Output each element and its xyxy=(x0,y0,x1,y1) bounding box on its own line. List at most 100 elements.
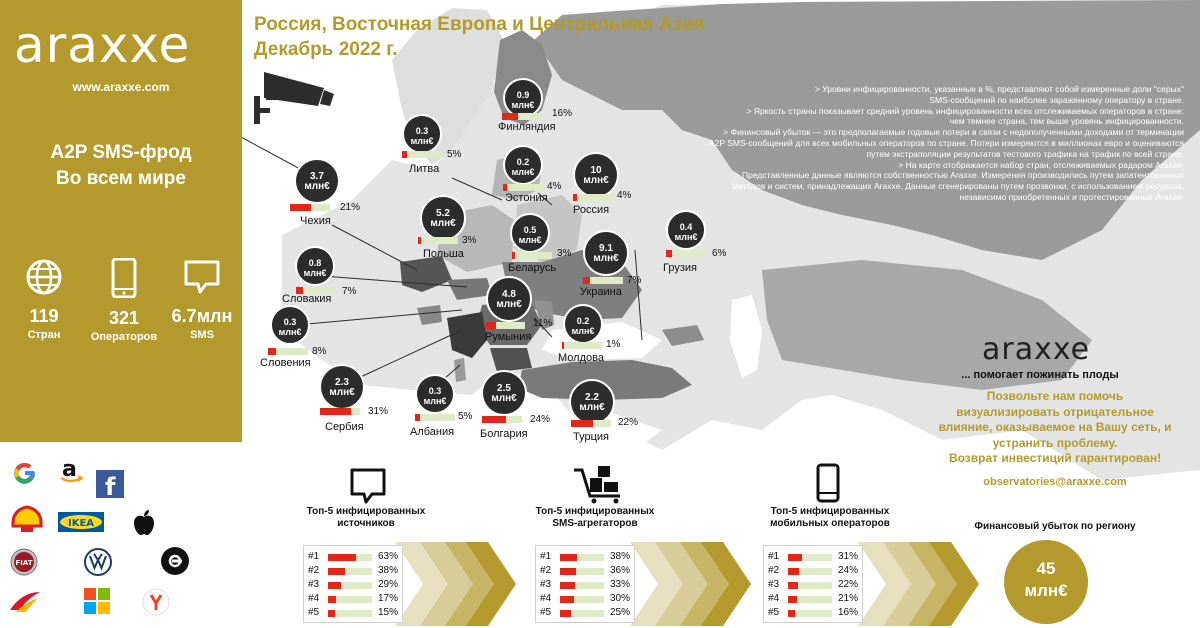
country-label-finland: Финляндия xyxy=(498,121,556,133)
uber-logo xyxy=(160,546,190,576)
araxxe-logo: araxxe xyxy=(14,16,191,74)
map-title-line2: Декабрь 2022 г. xyxy=(254,39,398,60)
note-line: SMS-сообщений по наиболее зараженному оп… xyxy=(929,94,1184,105)
promo-line: визуализировать отрицательное xyxy=(956,404,1154,419)
sidebar-title-line2: Во всем мире xyxy=(56,168,186,189)
promo-tagline: ... помогает пожинать плоды xyxy=(961,369,1119,381)
infection-bar-serbia xyxy=(320,408,360,415)
infection-pct-bulgaria: 24% xyxy=(530,414,551,425)
country-label-poland: Польша xyxy=(423,248,464,260)
sms-bubble-icon xyxy=(184,260,220,294)
loss-bubble-slovakia: 0.8 млн€ xyxy=(295,246,335,286)
surveillance-camera-icon xyxy=(254,72,334,124)
stat-sms-label: SMS xyxy=(190,329,214,341)
chevron-arrows-operators xyxy=(858,542,979,626)
infection-pct-estonia: 4% xyxy=(547,181,562,192)
loss-bubble-ukraine: 9.1 млн€ xyxy=(583,230,629,276)
map-title: Россия, Восточная Европа и Центральная А… xyxy=(254,12,705,62)
stat-sms: 6.7млн SMS xyxy=(162,258,242,341)
infection-bar-moldova xyxy=(562,342,602,349)
promo-araxxe-logo: araxxe xyxy=(982,332,1091,367)
region-map xyxy=(242,0,1200,480)
country-label-serbia: Сербия xyxy=(325,421,364,433)
loss-bubble-albania: 0.3 млн€ xyxy=(415,374,455,414)
svg-text:f: f xyxy=(105,473,116,498)
country-label-romania: Румыния xyxy=(485,331,532,343)
promo-line: устранить проблему. xyxy=(992,435,1118,450)
country-label-slovenia: Словения xyxy=(260,357,311,369)
sidebar: araxxe www.araxxe.com A2P SMS-фрод Во вс… xyxy=(0,0,242,628)
infection-pct-czechia: 21% xyxy=(340,202,361,213)
note-line: независимо приобретенных и протестирован… xyxy=(959,191,1184,202)
infection-pct-albania: 5% xyxy=(458,411,473,422)
stat-operators-value: 321 xyxy=(108,308,140,328)
infection-bar-slovenia xyxy=(268,348,308,355)
stat-sms-value: 6.7млн xyxy=(171,306,233,326)
panel-title-line: мобильных операторов xyxy=(770,518,890,529)
country-label-czechia: Чехия xyxy=(300,215,331,227)
panel-title-line: SMS-агрегаторов xyxy=(552,518,638,529)
infection-pct-ukraine: 7% xyxy=(627,275,642,286)
infection-bar-finland xyxy=(502,113,542,120)
panel-title-line: источников xyxy=(337,518,395,529)
stat-countries-value: 119 xyxy=(29,306,59,326)
country-russia xyxy=(534,0,1200,260)
infection-bar-albania xyxy=(415,414,455,421)
loss-bubble-estonia: 0.2 млн€ xyxy=(503,145,543,185)
apple-logo xyxy=(132,508,156,536)
country-moldova xyxy=(534,300,554,330)
loss-bubble-slovenia: 0.3 млн€ xyxy=(270,305,310,345)
map-title-line1: Россия, Восточная Европа и Центральная А… xyxy=(254,14,705,35)
infection-pct-turkey: 22% xyxy=(618,417,639,428)
country-bulgaria xyxy=(490,348,532,372)
infection-bar-poland xyxy=(418,237,458,244)
google-logo xyxy=(12,460,38,486)
financial-loss-badge: 45 млн€ xyxy=(1004,540,1088,624)
note-line: > На карте отображается набор стран, отс… xyxy=(898,159,1184,170)
country-serbia xyxy=(447,312,487,358)
country-albania xyxy=(454,358,466,382)
yandex-logo xyxy=(142,588,170,616)
contact-email-link[interactable]: observatories@araxxe.com xyxy=(983,476,1127,488)
infection-pct-slovenia: 8% xyxy=(312,346,327,357)
country-label-lithuania: Литва xyxy=(409,163,440,175)
shopping-cart-icon xyxy=(574,466,620,504)
caspian-sea xyxy=(730,295,762,378)
infection-pct-serbia: 31% xyxy=(368,406,389,417)
svg-text:a: a xyxy=(62,457,77,482)
sidebar-title: A2P SMS-фрод Во всем мире xyxy=(0,140,242,192)
infection-pct-romania: 11% xyxy=(533,318,553,329)
infection-pct-russia: 4% xyxy=(617,190,632,201)
sms-bubble-icon xyxy=(350,468,386,504)
infection-pct-georgia: 6% xyxy=(712,248,727,259)
loss-bubble-moldova: 0.2 млн€ xyxy=(563,304,603,344)
country-slovenia xyxy=(417,305,442,325)
panel-title-line: Топ-5 инфицированных xyxy=(535,506,655,517)
infection-bar-lithuania xyxy=(402,151,442,158)
facebook-logo: f xyxy=(96,470,124,501)
country-label-albania: Албания xyxy=(410,426,455,438)
promo-line: Возврат инвестиций гарантирован! xyxy=(948,451,1162,465)
infection-pct-moldova: 1% xyxy=(606,339,621,350)
country-label-turkey: Турция xyxy=(573,431,609,443)
mobile-phone-icon xyxy=(816,463,840,503)
chevron-arrows-sources xyxy=(395,542,516,626)
financial-loss-unit: млн€ xyxy=(1024,581,1068,600)
promo-body: Позвольте нам помочь визуализировать отр… xyxy=(920,389,1190,467)
website-link[interactable]: www.araxxe.com xyxy=(72,80,170,94)
country-turkey xyxy=(518,360,692,400)
note-line: путем экстраполяции результатов тестовог… xyxy=(866,148,1184,159)
loss-bubble-georgia: 0.4 млн€ xyxy=(666,210,706,250)
microsoft-logo xyxy=(84,588,110,614)
infection-bar-ukraine xyxy=(583,277,623,284)
loss-bubble-bulgaria: 2.5 млн€ xyxy=(481,370,527,416)
country-label-belarus: Беларусь xyxy=(508,262,557,274)
note-line: > Представленные данные являются собстве… xyxy=(734,170,1184,181)
note-line: A2P SMS-сообщений для всех мобильных опе… xyxy=(708,137,1184,148)
ikea-logo: IKEA xyxy=(58,512,104,532)
loss-bubble-russia: 10 млн€ xyxy=(573,152,619,198)
note-line: > Финансовый убыток — это предполагаемые… xyxy=(723,127,1184,138)
infection-pct-poland: 3% xyxy=(462,235,477,246)
top5-operators-list: #1 31% #2 24% #3 22% #4 21% #5 16% xyxy=(763,545,863,623)
